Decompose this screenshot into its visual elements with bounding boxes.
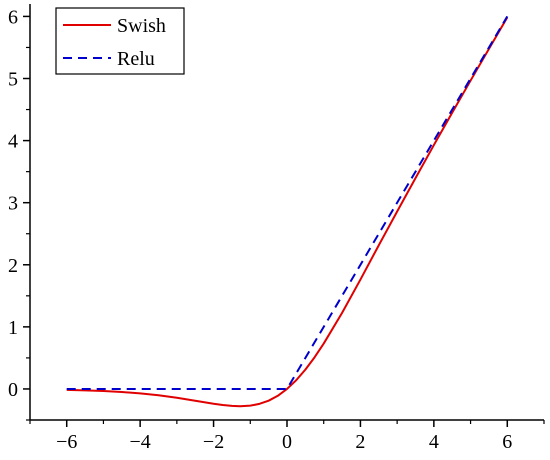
legend-label-relu: Relu xyxy=(117,48,155,70)
x-tick-label: −2 xyxy=(203,431,224,453)
x-tick-label: 2 xyxy=(355,431,365,453)
y-tick-label: 2 xyxy=(8,255,18,277)
y-tick-label: 5 xyxy=(8,69,18,91)
y-tick-label: 3 xyxy=(8,193,18,215)
x-tick-label: 0 xyxy=(282,431,292,453)
x-tick-label: 6 xyxy=(502,431,512,453)
y-tick-label: 6 xyxy=(8,6,18,28)
x-tick-label: 4 xyxy=(429,431,439,453)
x-tick-label: −4 xyxy=(130,431,151,453)
legend-label-swish: Swish xyxy=(117,15,166,37)
series-layer xyxy=(66,15,509,408)
y-tick-label: 1 xyxy=(8,317,18,339)
x-tick-label: −6 xyxy=(56,431,77,453)
axes: −6 −4 −2 0 2 4 6 0 1 2 3 4 5 6 xyxy=(8,4,545,453)
series-line-swish xyxy=(66,16,509,408)
legend-box xyxy=(55,7,185,75)
y-tick-label: 0 xyxy=(8,379,18,401)
y-tick-label: 4 xyxy=(8,131,18,153)
legend: Swish Relu xyxy=(55,7,185,75)
